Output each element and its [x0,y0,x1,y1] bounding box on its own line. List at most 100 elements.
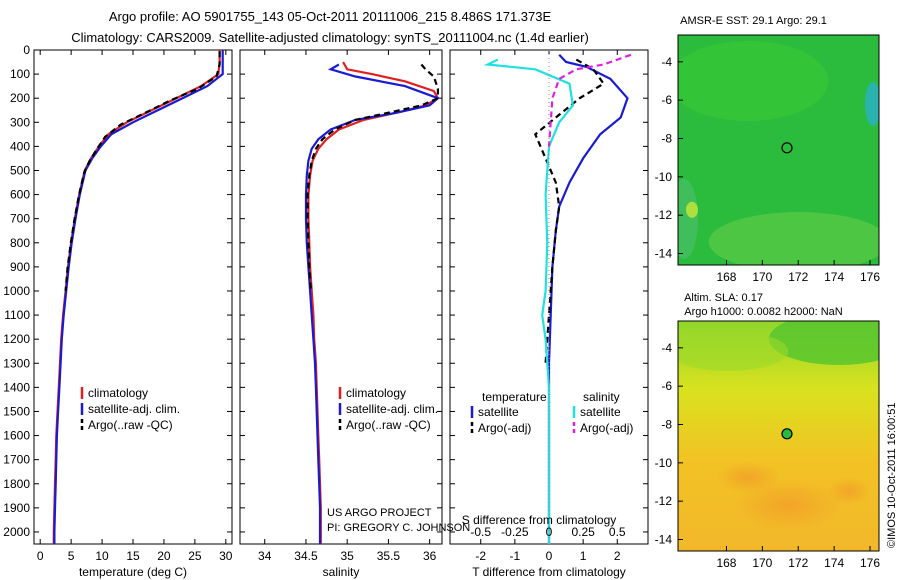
x-tick-label: 34.5 [294,549,318,563]
sst-map-frame [677,34,880,266]
x-tick-label: 20 [157,549,171,563]
map-y-tick-label: -8 [661,132,672,146]
argo-float-marker [781,142,793,154]
map-y-tick-label: -12 [655,208,673,222]
x-tick-label: 35 [341,549,355,563]
map-y-tick-label: -14 [655,247,673,261]
y-tick-label: 1500 [3,404,30,418]
map-y-tick-label: -10 [655,170,673,184]
temperature-panel-frame [33,49,233,545]
legend-item: Argo(..raw -QC) [346,418,431,432]
map-x-tick-label: 170 [752,270,772,284]
legend-item: climatology [346,386,406,400]
x-tick-label: 2 [614,549,621,563]
y-tick-label: 2000 [3,525,30,539]
x2-tick-label: 0 [546,525,553,539]
x-tick-label: 0 [546,549,553,563]
sst-map: 168 170 172 174 176 -4 -6 -8 -10 -12 -14 AMSR-E SST… [655,15,881,284]
x-tick-label: 5 [68,549,75,563]
legend-item: satellite [478,405,519,419]
y-tick-label: 700 [10,212,30,226]
y-tick-label: 1000 [3,284,30,298]
map-x-tick-label: 172 [788,556,808,570]
map-x-tick-label: 174 [824,556,844,570]
map-x-tick-label: 176 [860,270,880,284]
map-y-tick-label: -14 [655,533,673,547]
imos-stamp: ©IMOS 10-Oct-2011 16:00:51 [886,403,898,548]
x2-tick-label: 0.25 [571,525,595,539]
legend-item: satellite-adj. clim. [346,402,438,416]
series-argo-raw-qc- [64,51,221,292]
argo-float-marker [781,428,793,440]
sla-map-title-line1: Altim. SLA: 0.17 [684,292,763,304]
y-tick-label: 1900 [3,501,30,515]
map-x-tick-label: 168 [716,270,736,284]
sst-map-title: AMSR-E SST: 29.1 Argo: 29.1 [680,15,827,27]
y-tick-label: 1200 [3,332,30,346]
x2-axis-label: S difference from climatology [462,513,617,527]
series-s-argo-adj- [547,53,632,147]
y-tick-label: 300 [10,115,30,129]
map-x-tick-label: 172 [788,270,808,284]
salinity-panel: 34 34.5 35 35.5 36 salinity climatology satelli… [239,49,443,579]
x2-tick-label: -0.5 [470,525,491,539]
map-y-tick-label: -10 [655,456,673,470]
x-tick-label: 10 [95,549,109,563]
x-tick-label: 35.5 [377,549,401,563]
legend-item: Argo(-adj) [478,421,531,435]
credit-line2: PI: GREGORY C. JOHNSON [327,522,470,534]
x2-tick-label: 0.5 [609,525,626,539]
legend-title-salinity: salinity [583,390,620,404]
y-tick-label: 1600 [3,429,30,443]
x-tick-label: -2 [475,549,486,563]
y-tick-label: 500 [10,163,30,177]
legend-item: satellite-adj. clim. [88,402,180,416]
legend-item: climatology [88,386,148,400]
x-axis-label: temperature (deg C) [79,565,187,579]
x-axis-label: T difference from climatology [472,565,626,579]
figure-title-line1: Argo profile: AO 5901755_143 05-Oct-2011… [109,9,552,24]
y-tick-label: 1100 [4,308,30,322]
y-tick-label: 600 [10,188,30,202]
map-x-tick-label: 174 [824,270,844,284]
sla-map-frame [677,320,880,552]
map-y-tick-label: -4 [661,55,672,69]
x2-tick-label: -0.25 [501,525,529,539]
x-tick-label: 0 [37,549,44,563]
temperature-panel: 0 5 10 15 20 25 300100200300400500600700800900… [3,43,233,579]
x-tick-label: 15 [126,549,140,563]
x-tick-label: 34 [258,549,272,563]
x-tick-label: 30 [219,549,233,563]
figure-title-line2: Climatology: CARS2009. Satellite-adjuste… [71,30,589,45]
map-y-tick-label: -8 [661,418,672,432]
map-x-tick-label: 168 [716,556,736,570]
series-satellite-adj-clim- [304,63,441,544]
map-y-tick-label: -4 [661,341,672,355]
y-tick-label: 200 [10,91,30,105]
map-x-tick-label: 170 [752,556,772,570]
y-tick-label: 1300 [3,356,30,370]
y-tick-label: 900 [10,260,30,274]
y-tick-label: 800 [10,236,30,250]
legend-item: Argo(..raw -QC) [88,418,173,432]
map-x-tick-label: 176 [860,556,880,570]
x-tick-label: 25 [188,549,202,563]
sla-map: 168 170 172 174 176 -4 -6 -8 -10 -12 -14 Altim. SLA… [655,292,881,570]
salinity-panel-frame [239,49,443,545]
series-argo-raw-qc- [306,63,439,292]
y-tick-label: 1400 [3,380,30,394]
difference-panel: -2 -1 0 1 2 T difference from climatology -0.5… [449,49,649,579]
credit-line1: US ARGO PROJECT [327,507,432,519]
map-y-tick-label: -12 [655,494,673,508]
y-tick-label: 1800 [3,477,30,491]
legend-title-temperature: temperature [482,390,547,404]
y-tick-label: 1700 [3,453,30,467]
x-tick-label: 36 [423,549,437,563]
legend-item: satellite [580,405,621,419]
map-y-tick-label: -6 [661,379,672,393]
x-axis-label: salinity [323,565,360,579]
series-s-satellite [483,58,575,544]
map-y-tick-label: -6 [661,93,672,107]
x-tick-label: -1 [510,549,521,563]
